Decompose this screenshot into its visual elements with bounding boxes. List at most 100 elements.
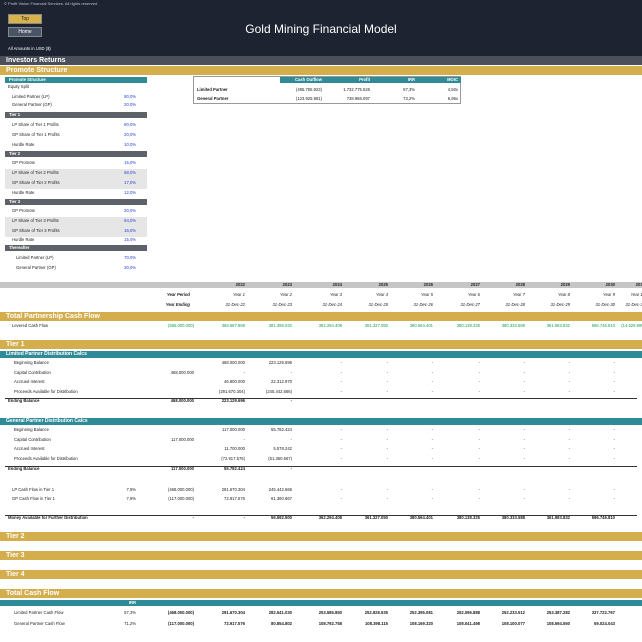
tier1-head: Tier 1 — [5, 112, 147, 118]
t1-lp-value: 80,0% — [124, 122, 136, 127]
levered-cf-year-4: 361.327.050 — [364, 323, 388, 328]
ending-2: 31-Dec-23 — [272, 302, 292, 307]
lp-cf-rest-3: - — [386, 487, 388, 492]
lp-ending-v2: - — [290, 398, 292, 403]
gp_rows-rest-3-8: - — [613, 455, 615, 461]
lp_rows-rest-0-6: - — [523, 360, 525, 365]
year-2029: 2029 — [560, 282, 570, 287]
gp-cf-tier1-label: GP Cash Flow in Tier 1 — [12, 496, 55, 501]
gp_rows-rest-2-4: - — [431, 446, 433, 451]
year-2022: 2022 — [235, 282, 245, 287]
lp-cf-tier1-irr: 7,9% — [126, 487, 136, 492]
gp_rows-rest-3-2: - — [340, 455, 342, 461]
gp_rows-rest-0-8: - — [613, 427, 615, 432]
lp_rows-rest-0-8: - — [613, 360, 615, 365]
tcf-0-year-2: 282.541.030 — [268, 610, 292, 615]
period-8: Year 8 — [557, 292, 570, 297]
gp-cf-rest-7: - — [568, 496, 570, 501]
money-rule — [5, 515, 637, 516]
copyright-text: © Profit Vision Financial Services. All … — [4, 1, 99, 6]
tcf-total-0: (468.000.000) — [167, 610, 194, 615]
promote-structure-head: Promote Structure — [5, 77, 147, 83]
money-year-4: 361.327.050 — [364, 515, 388, 520]
summary-lp-profit: 1.732.775.526 — [343, 87, 370, 92]
t1-gp-value: 20,0% — [124, 132, 136, 137]
levered-cf-year-9: 596.746.810 — [591, 323, 615, 328]
period-7: Year 7 — [512, 292, 525, 297]
summary-lp-moic: 4,50x — [447, 87, 458, 92]
money-year-7: 380.333.588 — [501, 515, 525, 520]
levered-cf-year-10: (14.629.999) — [621, 323, 642, 328]
gp_rows-rest-0-5: - — [478, 427, 480, 432]
gp_rows-rest-2-2: - — [340, 446, 342, 451]
year-2030: 2030 — [605, 282, 615, 287]
lp_rows-rest-0-7: - — [568, 360, 570, 365]
lp_rows-rest-1-8: - — [613, 369, 615, 375]
period-6: Year 6 — [467, 292, 480, 297]
gp_rows-v1-0: 117.000.000 — [222, 427, 245, 432]
lp_rows-rest-0-5: - — [478, 360, 480, 365]
lp_rows-rest-0-2: - — [340, 360, 342, 365]
gp_rows-label-0: Beginning Balance — [14, 427, 49, 432]
lp_rows-v2-2: 22.312.970 — [271, 379, 292, 384]
lp_rows-rest-1-6: - — [523, 369, 525, 375]
gp_rows-v1-1: - — [243, 436, 245, 442]
lp-ending-rule — [5, 398, 637, 399]
lp_rows-rest-2-3: - — [386, 379, 388, 384]
ending-10: 31-Dec-31 — [625, 302, 642, 307]
t1-hurdle-value: 10,0% — [124, 142, 136, 147]
lp_rows-v1-0: 468.000.000 — [221, 360, 245, 365]
gp_rows-rest-3-5: - — [478, 455, 480, 461]
gp-cf-rest-4: - — [431, 496, 433, 501]
period-4: Year 4 — [375, 292, 388, 297]
home-button[interactable]: Home — [8, 27, 42, 37]
th-gp-value: 30,0% — [124, 265, 136, 270]
lp_rows-rest-2-7: - — [568, 379, 570, 384]
t2-shade — [5, 169, 147, 189]
tcf-irr-head: IRR — [128, 600, 136, 605]
tier1-bar: Tier 1 — [0, 340, 642, 349]
tier3-bar: Tier 3 — [0, 551, 642, 560]
tcf-bar: Total Cash Flow — [0, 589, 642, 598]
year-2024: 2024 — [332, 282, 342, 287]
tier3-head: Tier 3 — [5, 199, 147, 205]
lp_rows-rest-0-3: - — [386, 360, 388, 365]
gp_rows-rest-0-2: - — [340, 427, 342, 432]
summary-header-outflow: Cash Outflow — [295, 77, 322, 82]
gp-cf-tier1-total: (117.000.000) — [168, 496, 194, 501]
section-title: Investors Returns — [0, 56, 642, 65]
lp_rows-rest-3-3: - — [386, 388, 388, 394]
tcf-0-year-4: 252.928.935 — [364, 610, 388, 615]
lp-cf-rest-7: - — [568, 487, 570, 492]
lp-cf-rest-6: - — [523, 487, 525, 492]
t1-lp-label: LP Share of Tier 1 Profits — [12, 122, 59, 127]
gp_rows-rest-2-3: - — [386, 446, 388, 451]
tcf-1-year-2: 80.854.802 — [271, 621, 292, 626]
gp_rows-v2-1: - — [290, 436, 292, 442]
gp-cf-rest-3: - — [386, 496, 388, 501]
summary-header-profit: Profit — [359, 77, 370, 82]
lp_rows-label-1: Capital Contribution — [14, 369, 51, 375]
tcf-total-1: (117.000.000) — [168, 621, 194, 626]
gp_rows-rest-0-6: - — [523, 427, 525, 432]
gp_rows-rest-1-6: - — [523, 436, 525, 442]
gp-ending-rule — [5, 466, 637, 467]
summary-header-row — [280, 77, 461, 83]
gp-ending-a: 117.000.000 — [170, 466, 194, 471]
lp-cf-tier1-v2: 245.442.666 — [268, 487, 292, 492]
lp-cf-rest-2: - — [340, 487, 342, 492]
t2-hurdle-label: Hurdle Rate — [12, 190, 35, 195]
top-button[interactable]: Top — [8, 14, 42, 24]
lp-calcs-head: Limited Partner Distribution Calcs — [0, 351, 642, 358]
year-2031: 2031 — [635, 282, 642, 287]
lp_rows-rest-3-8: - — [613, 388, 615, 394]
gp_rows-rest-3-6: - — [523, 455, 525, 461]
tier2-bar: Tier 2 — [0, 532, 642, 541]
levered-cf-label: Levered Cash Flow — [12, 323, 49, 328]
tcf-1-year-4: 108.398.115 — [364, 621, 388, 626]
lp_rows-v2-1: - — [290, 369, 292, 375]
money-year-2: 56.592.500 — [271, 515, 292, 520]
year-2025: 2025 — [378, 282, 388, 287]
t1-hurdle-label: Hurdle Rate — [12, 142, 35, 147]
levered-cf-year-1: 368.587.869 — [221, 323, 245, 328]
